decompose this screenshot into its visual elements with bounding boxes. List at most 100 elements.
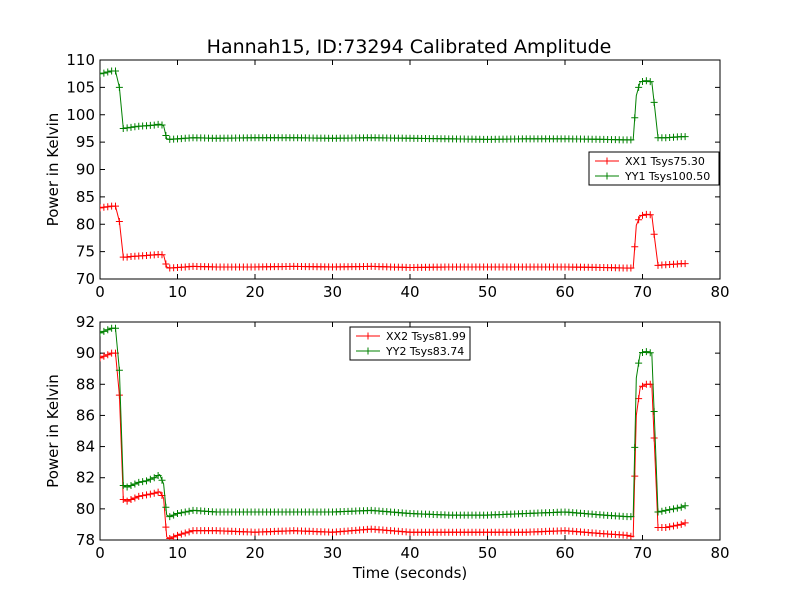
data-point (639, 382, 646, 390)
data-point (642, 348, 650, 356)
x-tick-label: 70 (633, 544, 652, 562)
data-point (146, 490, 154, 498)
legend-label: XX2 Tsys81.99 (386, 330, 466, 343)
data-point (150, 474, 158, 482)
data-point (112, 202, 119, 210)
y-tick-label: 100 (66, 106, 95, 124)
data-point (127, 496, 135, 504)
data-point (646, 349, 654, 357)
data-point (185, 528, 193, 536)
legend-box (349, 326, 471, 361)
x-tick-label: 60 (555, 283, 574, 301)
x-tick-label: 80 (710, 283, 729, 301)
y-tick-label: 78 (76, 531, 95, 549)
legend-marker (364, 332, 372, 340)
data-point (143, 491, 150, 499)
data-point (115, 83, 123, 91)
y-tick-label: 105 (66, 78, 95, 96)
data-point (123, 483, 131, 491)
data-point (627, 264, 635, 272)
data-point (631, 114, 639, 122)
x-tick-label: 20 (245, 544, 264, 562)
y-tick-label: 86 (76, 406, 95, 424)
data-point (104, 351, 112, 359)
data-point (670, 505, 677, 513)
series-1 (100, 349, 689, 540)
data-point (131, 123, 139, 131)
chart-panel-2: 0 10 20 30 40 50 60 70 80 78 80 82 84 86 88 90 92 Power i… (44, 313, 730, 582)
data-point (139, 492, 147, 500)
y-tick-label: 82 (76, 469, 95, 487)
data-point (162, 260, 170, 268)
legend: XX1 Tsys75.30 YY1 Tsys100.50 (588, 151, 720, 186)
data-point (631, 243, 639, 251)
y-tick-label: 90 (76, 161, 95, 179)
data-point (166, 513, 174, 521)
y-tick-label: 75 (76, 243, 95, 261)
data-point (650, 408, 658, 416)
data-point (681, 260, 689, 268)
data-point (662, 506, 670, 514)
series-1 (100, 202, 689, 272)
data-point (170, 533, 178, 540)
data-point (635, 359, 643, 367)
y-tick-label: 95 (76, 133, 95, 151)
data-point (177, 509, 185, 517)
x-tick-label: 30 (323, 544, 342, 562)
data-point (166, 534, 174, 540)
legend-marker (364, 347, 372, 355)
data-point (650, 434, 658, 442)
data-point (123, 124, 131, 132)
data-point (100, 204, 104, 212)
legend-box (588, 151, 720, 186)
data-point (104, 203, 112, 211)
data-point (181, 508, 189, 516)
data-point (650, 98, 658, 106)
data-point (119, 482, 127, 489)
data-point (131, 494, 139, 502)
data-point (646, 211, 654, 219)
data-point (654, 508, 662, 516)
data-point (154, 471, 162, 479)
data-point (639, 77, 646, 85)
data-point (631, 472, 639, 480)
data-point (146, 475, 154, 483)
data-point (177, 530, 185, 538)
data-point (635, 83, 643, 91)
legend-marker (603, 172, 611, 180)
panels: 0 10 20 30 40 50 60 70 80707580859095100105110Po… (44, 51, 730, 582)
data-point (100, 69, 108, 77)
x-tick-label: 10 (168, 283, 187, 301)
y-axis-label: Power in Kelvin (44, 374, 62, 488)
data-point (115, 218, 123, 226)
x-axis-label: Time (seconds) (352, 564, 468, 582)
data-point (104, 326, 112, 334)
x-tick-label: 80 (710, 544, 729, 562)
x-tick-label: 0 (95, 544, 105, 562)
data-point (162, 503, 170, 511)
data-point (123, 497, 131, 505)
data-point (104, 68, 112, 76)
legend-marker (603, 157, 611, 165)
data-point (131, 480, 139, 488)
data-point (127, 123, 135, 131)
y-tick-label: 80 (76, 215, 95, 233)
data-point (150, 121, 158, 129)
data-point (100, 352, 108, 360)
y-tick-label: 92 (76, 313, 95, 331)
data-point (185, 507, 193, 515)
series-line (100, 352, 686, 539)
data-point (119, 124, 127, 132)
data-point (673, 504, 681, 512)
x-tick-label: 50 (478, 544, 497, 562)
data-point (127, 482, 135, 489)
data-point (139, 478, 147, 486)
data-point (174, 510, 181, 518)
data-point (100, 70, 104, 78)
data-point (150, 489, 158, 497)
data-point (627, 136, 635, 144)
data-point (112, 324, 119, 332)
legend-label: YY2 Tsys83.74 (385, 345, 464, 358)
data-point (143, 477, 150, 485)
y-tick-label: 84 (76, 438, 95, 456)
